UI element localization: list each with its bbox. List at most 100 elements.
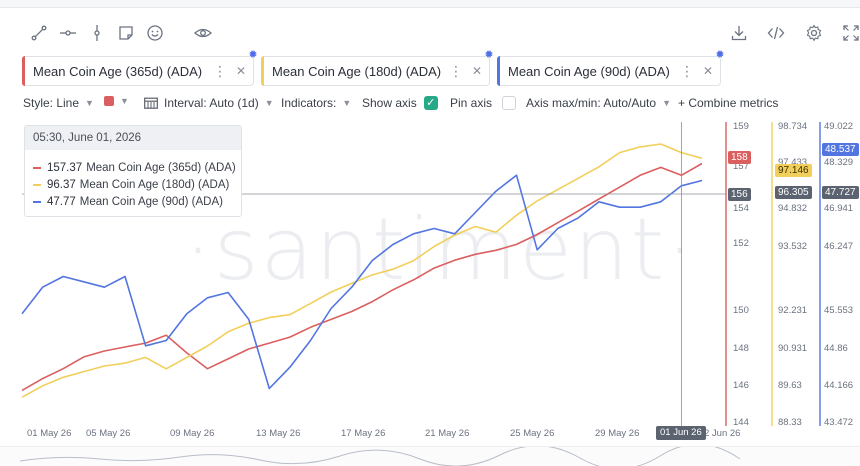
chevron-down-icon: ▼ — [120, 96, 129, 106]
color-picker[interactable]: ▼ — [104, 96, 129, 106]
tooltip-label: Mean Coin Age (180d) (ADA) — [79, 179, 230, 191]
series-line-365d[interactable] — [21, 162, 703, 392]
more-options-icon[interactable]: ⋮ — [213, 62, 227, 79]
metric-color-indicator — [261, 56, 264, 86]
chevron-down-icon: ▼ — [264, 98, 274, 108]
x-tick: 21 May 26 — [425, 428, 470, 439]
navigator-strip[interactable] — [0, 443, 860, 466]
show-axis-toggle[interactable]: Show axis ✓ — [362, 96, 438, 110]
show-axis-label: Show axis — [362, 96, 417, 110]
metrics-bar: Mean Coin Age (365d) (ADA) ⋮ ✕ ✹ Mean Co… — [0, 49, 860, 88]
y-tick: 44.86 — [824, 343, 848, 354]
metric-tab-365d[interactable]: Mean Coin Age (365d) (ADA) ⋮ ✕ ✹ — [22, 49, 258, 86]
y-tick: 45.553 — [824, 305, 854, 316]
tooltip-row-90d: 47.77 Mean Coin Age (90d) (ADA) — [33, 196, 223, 208]
combine-metrics-label: + Combine metrics — [678, 96, 779, 110]
pin-axis-label: Pin axis — [450, 96, 493, 110]
y-tick: 144 — [733, 417, 749, 428]
y-tick: 43.472 — [824, 417, 854, 428]
metric-label: Mean Coin Age (90d) (ADA) — [508, 63, 670, 79]
x-tick: 17 May 26 — [341, 428, 386, 439]
eye-icon[interactable] — [190, 20, 216, 46]
x-tick: 13 May 26 — [256, 428, 301, 439]
x-tick: 09 May 26 — [170, 428, 215, 439]
y-tick: 98.734 — [778, 121, 808, 132]
hover-value-badge-90d: 47.727 — [822, 186, 859, 199]
y-tick: 154 — [733, 203, 749, 214]
style-label: Style: Line — [23, 96, 80, 110]
tooltip-date: 05:30, June 01, 2026 — [25, 126, 241, 150]
metric-color-indicator — [22, 56, 25, 86]
more-options-icon[interactable]: ⋮ — [449, 62, 463, 79]
close-icon[interactable]: ✕ — [472, 64, 483, 78]
metric-tab-180d[interactable]: Mean Coin Age (180d) (ADA) ⋮ ✕ ✹ — [261, 49, 494, 86]
axis-minmax-control[interactable]: Axis max/min: Auto/Auto ▼ — [526, 96, 671, 110]
horizontal-line-icon[interactable] — [55, 20, 81, 46]
x-tick: 2 Jun 26 — [704, 428, 741, 439]
tooltip-value: 96.37 — [47, 179, 76, 191]
vertical-line-icon[interactable] — [84, 20, 110, 46]
series-line-180d[interactable] — [21, 143, 703, 398]
y-tick: 94.832 — [778, 203, 808, 214]
metric-color-indicator — [497, 56, 500, 86]
settings-gear-icon[interactable] — [801, 20, 827, 46]
indicators-dropdown[interactable]: Indicators: ▼ — [281, 96, 351, 110]
current-value-badge-90d: 48.537 — [822, 143, 859, 156]
style-dropdown[interactable]: Style: Line ▼ — [23, 96, 94, 110]
indicators-label: Indicators: — [281, 96, 337, 110]
combine-metrics-button[interactable]: + Combine metrics — [678, 96, 778, 110]
hover-value-badge-365d: 156 — [728, 188, 751, 201]
metric-settings-icon[interactable]: ✹ — [484, 49, 494, 61]
metric-label: Mean Coin Age (365d) (ADA) — [33, 63, 203, 79]
y-tick: 44.166 — [824, 380, 854, 391]
tooltip-color-mark — [33, 184, 41, 186]
tooltip-row-365d: 157.37 Mean Coin Age (365d) (ADA) — [33, 162, 236, 174]
y-tick: 88.33 — [778, 417, 802, 428]
metric-settings-icon[interactable]: ✹ — [715, 49, 725, 61]
toolbar — [0, 18, 860, 50]
emoji-icon[interactable] — [142, 20, 168, 46]
interval-label: Interval: Auto (1d) — [164, 96, 259, 110]
y-tick: 46.941 — [824, 203, 854, 214]
y-tick: 90.931 — [778, 343, 808, 354]
download-icon[interactable] — [726, 20, 752, 46]
y-tick: 150 — [733, 305, 749, 316]
series-line-90d[interactable] — [21, 174, 703, 390]
tooltip-color-mark — [33, 201, 41, 203]
tooltip-value: 47.77 — [47, 196, 76, 208]
line-tool-icon[interactable] — [26, 20, 52, 46]
chevron-down-icon: ▼ — [662, 98, 671, 108]
tooltip-label: Mean Coin Age (90d) (ADA) — [79, 196, 223, 208]
settings-row: Style: Line ▼ ▼ Interval: Auto (1d) ▼ Indi… — [0, 92, 860, 116]
current-value-badge-365d: 158 — [728, 151, 751, 164]
close-icon[interactable]: ✕ — [703, 64, 714, 78]
y-tick: 152 — [733, 238, 749, 249]
fullscreen-icon[interactable] — [838, 20, 860, 46]
tooltip-row-180d: 96.37 Mean Coin Age (180d) (ADA) — [33, 179, 229, 191]
embed-code-icon[interactable] — [763, 20, 789, 46]
pin-axis-checkbox[interactable] — [502, 96, 517, 110]
navigator-mini-chart — [19, 443, 741, 466]
hover-value-badge-180d: 96.305 — [775, 186, 812, 199]
y-tick: 48.329 — [824, 157, 854, 168]
pin-axis-toggle[interactable]: Pin axis — [450, 96, 517, 110]
x-tick: 25 May 26 — [510, 428, 555, 439]
interval-dropdown[interactable]: Interval: Auto (1d) ▼ — [144, 96, 274, 110]
x-tick: 01 May 26 — [27, 428, 72, 439]
calendar-icon — [144, 97, 158, 109]
chevron-down-icon: ▼ — [342, 98, 352, 108]
current-value-badge-180d: 97.146 — [775, 164, 812, 177]
more-options-icon[interactable]: ⋮ — [680, 62, 694, 79]
tooltip-value: 157.37 — [47, 162, 83, 174]
close-icon[interactable]: ✕ — [236, 64, 247, 78]
y-tick: 93.532 — [778, 241, 808, 252]
hover-tooltip: 05:30, June 01, 2026 157.37 Mean Coin Ag… — [24, 125, 242, 217]
metric-settings-icon[interactable]: ✹ — [248, 49, 258, 61]
y-tick: 92.231 — [778, 305, 808, 316]
note-icon[interactable] — [113, 20, 139, 46]
y-tick: 46.247 — [824, 241, 854, 252]
metric-tab-90d[interactable]: Mean Coin Age (90d) (ADA) ⋮ ✕ ✹ — [497, 49, 725, 86]
show-axis-checkbox[interactable]: ✓ — [423, 96, 438, 110]
